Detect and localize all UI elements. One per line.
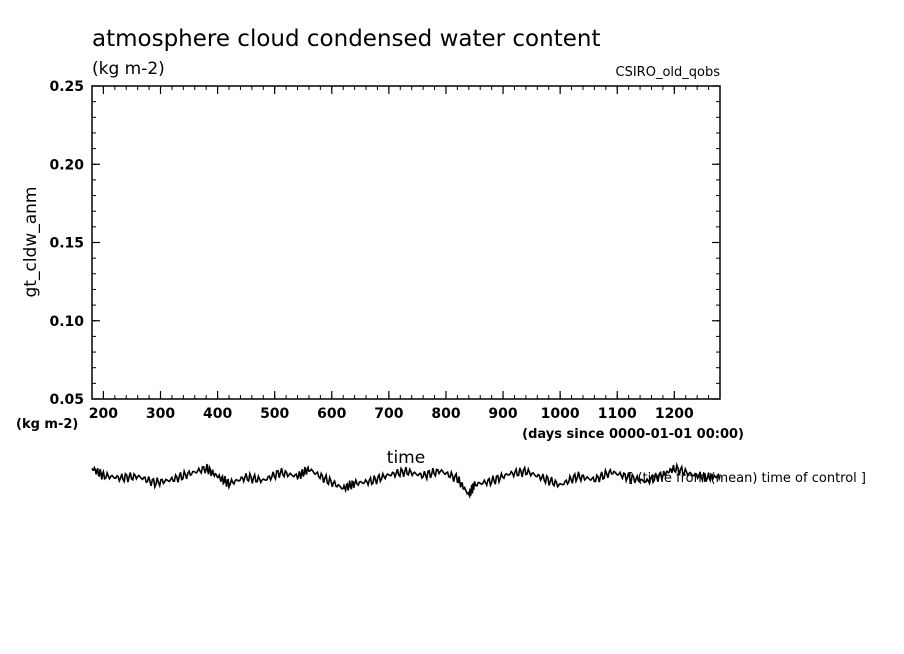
x-tick-label: 400 [203, 406, 232, 422]
y-axis-ticks [92, 85, 720, 400]
chart-title: atmosphere cloud condensed water content [92, 26, 600, 52]
x-tick-label: 600 [317, 406, 346, 422]
y-axis-tick-labels: 0.05 0.10 0.15 0.20 0.25 [49, 79, 84, 408]
x-axis-label: time [387, 448, 425, 468]
model-label: CSIRO_old_qobs [616, 65, 721, 80]
x-tick-label: 1100 [598, 406, 637, 422]
x-tick-label: 300 [146, 406, 175, 422]
series-line [91, 461, 721, 500]
x-tick-label: 900 [488, 406, 517, 422]
y-tick-label: 0.10 [49, 314, 84, 330]
title-units: (kg m-2) [92, 59, 165, 79]
y-axis-label: gt_cldw_anm [21, 187, 41, 298]
x-tick-label: 1000 [541, 406, 580, 422]
x-tick-label: 200 [89, 406, 118, 422]
x-axis-ticks [91, 86, 721, 399]
x-tick-label: 700 [374, 406, 403, 422]
x-tick-label: 1200 [655, 406, 694, 422]
y-tick-label: 0.15 [49, 236, 84, 252]
x-axis-tick-labels: 200 300 400 500 600 700 800 900 1000 1100 1200 [89, 406, 694, 422]
x-axis-units: (days since 0000-01-01 00:00) [522, 427, 744, 442]
y-axis-units: (kg m-2) [16, 417, 78, 432]
x-tick-label: 800 [431, 406, 460, 422]
note-label: [ (time from (mean) time of control ] [628, 471, 866, 486]
y-tick-label: 0.25 [49, 79, 84, 95]
y-tick-label: 0.05 [49, 392, 84, 408]
plot-frame [91, 85, 721, 400]
x-tick-label: 500 [260, 406, 289, 422]
y-tick-label: 0.20 [49, 157, 84, 173]
